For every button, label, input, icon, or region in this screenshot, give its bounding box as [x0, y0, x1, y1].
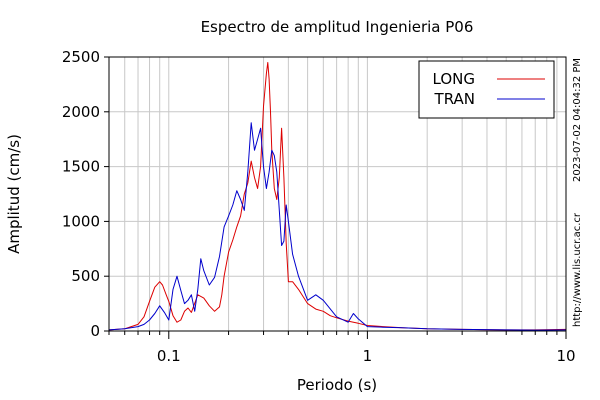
y-tick-label: 1000: [62, 212, 100, 230]
y-tick-label: 500: [71, 267, 100, 285]
chart-title: Espectro de amplitud Ingenieria P06: [201, 18, 474, 36]
legend-label-long: LONG: [433, 70, 475, 88]
y-tick-label: 2500: [62, 48, 100, 66]
legend-box: [418, 60, 555, 119]
plot-frame: [108, 56, 567, 332]
x-tick-label: 0.1: [157, 347, 181, 365]
y-axis-label: Amplitud (cm/s): [5, 134, 23, 254]
website-label: http://www.lis.ucr.ac.cr: [572, 212, 583, 327]
legend: LONG TRAN: [418, 60, 555, 119]
axis-ticks: 0 500 1000 1500 2000 2500 0.1 1 10: [62, 48, 576, 365]
series-line-long: [108, 62, 567, 331]
series-line-tran: [108, 122, 567, 331]
y-tick-label: 2000: [62, 103, 100, 121]
x-axis-label: Periodo (s): [297, 376, 377, 394]
timestamp-label: 2023-07-02 04:04:32 PM: [572, 58, 583, 182]
legend-label-tran: TRAN: [434, 90, 475, 108]
x-tick-label: 1: [363, 347, 373, 365]
series-group: [108, 62, 567, 331]
x-tick-label: 10: [556, 347, 575, 365]
y-tick-label: 0: [90, 322, 100, 340]
y-tick-label: 1500: [62, 158, 100, 176]
